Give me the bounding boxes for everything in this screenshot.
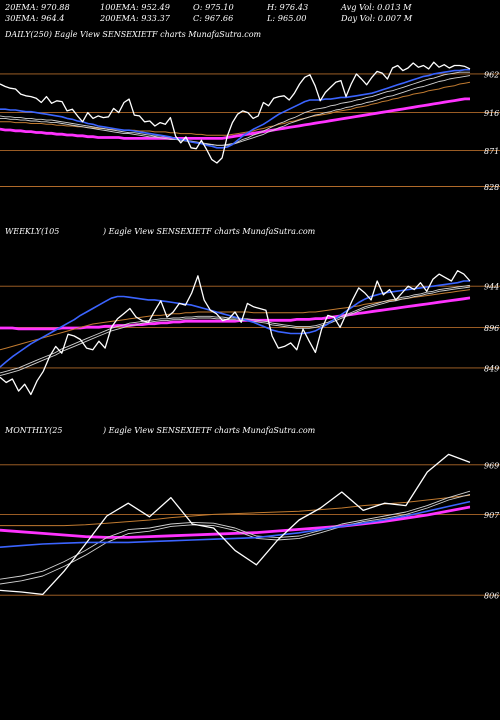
weekly-tick-label: 944: [484, 283, 499, 292]
stat-open: O: 975.10: [193, 2, 234, 12]
monthly-panel-title-right: ) Eagle View SENSEXIETF charts MunafaSut…: [102, 426, 316, 435]
weekly-panel-title-right: ) Eagle View SENSEXIETF charts MunafaSut…: [102, 227, 316, 236]
daily-ema-slow-line: [0, 98, 470, 140]
weekly-tick-label: 896: [484, 324, 499, 333]
daily-ema-slow-line: [0, 97, 470, 139]
stat-close: C: 967.66: [193, 13, 234, 23]
weekly-price-line: [0, 270, 471, 396]
daily-tick-label: 871: [484, 147, 499, 156]
monthly-ema-mid-line: [0, 494, 471, 527]
stat-30ema: 30EMA: 964.4: [5, 13, 65, 23]
weekly-ema-slow-line: [0, 297, 471, 331]
monthly-tick-label: 806: [484, 592, 499, 601]
daily-ema-mid-line: [0, 81, 471, 136]
weekly-panel: WEEKLY(105 ) Eagle View SENSEXIETF chart…: [0, 227, 500, 396]
weekly-panel-title-left: WEEKLY(105: [5, 227, 59, 236]
weekly-ema-slow-line: [0, 296, 471, 330]
weekly-tick-label: 849: [484, 364, 499, 373]
stats-row-1: 20EMA: 970.88 100EMA: 952.49 O: 975.10 H…: [5, 2, 495, 13]
daily-tick-label: 962: [484, 70, 499, 79]
stat-100ema: 100EMA: 952.49: [100, 2, 170, 12]
monthly-levels: 969 907 806: [0, 461, 500, 601]
stat-high: H: 976.43: [267, 2, 309, 12]
daily-levels: 962 916 871 828: [0, 70, 500, 192]
monthly-ema-slow-line: [0, 505, 471, 538]
monthly-panel-title-left: MONTHLY(25: [4, 426, 62, 435]
stat-low: L: 965.00: [267, 13, 307, 23]
daily-price-line: [0, 61, 471, 164]
stat-20ema: 20EMA: 970.88: [5, 2, 70, 12]
daily-panel: DAILY(250) Eagle View SENSEXIETF charts …: [0, 30, 500, 192]
stat-200ema: 200EMA: 933.37: [100, 13, 170, 23]
daily-tick-label: 916: [484, 109, 499, 118]
daily-lines: [0, 61, 471, 164]
weekly-ema-white-b-line: [0, 286, 471, 377]
weekly-ema-white-a-line: [0, 284, 471, 374]
monthly-ema-fast-line: [0, 500, 471, 548]
daily-panel-title: DAILY(250) Eagle View SENSEXIETF charts …: [4, 30, 262, 39]
stat-day-vol: Day Vol: 0.007 M: [341, 13, 413, 23]
monthly-panel: MONTHLY(25 ) Eagle View SENSEXIETF chart…: [0, 426, 500, 601]
monthly-price-line: [0, 453, 471, 596]
weekly-lines: [0, 270, 471, 396]
monthly-lines: [0, 453, 471, 596]
daily-tick-label: 828: [484, 183, 499, 192]
monthly-ema-white-b-line: [0, 493, 471, 585]
monthly-tick-label: 969: [484, 461, 499, 470]
indicator-stats: 20EMA: 970.88 100EMA: 952.49 O: 975.10 H…: [5, 2, 495, 28]
weekly-ema-fast-line: [0, 280, 470, 368]
monthly-tick-label: 907: [484, 511, 500, 520]
daily-ema-fast-line: [0, 68, 470, 149]
daily-ema-white-b-line: [0, 75, 471, 146]
monthly-ema-slow-line: [0, 506, 471, 539]
stats-row-2: 30EMA: 964.4 200EMA: 933.37 C: 967.66 L:…: [5, 13, 495, 24]
monthly-ema-white-a-line: [0, 490, 471, 580]
stat-avg-vol: Avg Vol: 0.013 M: [341, 2, 412, 12]
